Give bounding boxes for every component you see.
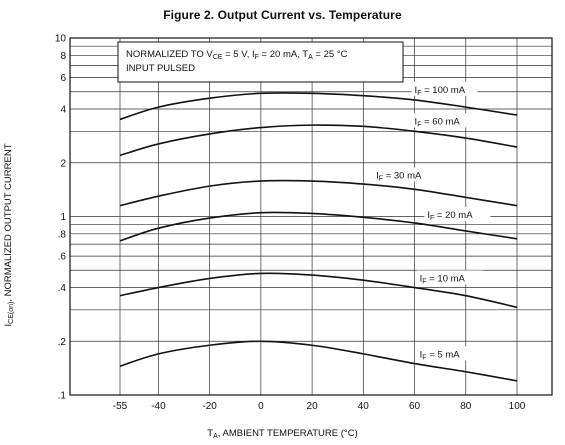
- x-axis-label-sub: A: [213, 433, 218, 440]
- series-line: [119, 211, 518, 242]
- x-tick-label: 60: [409, 401, 421, 412]
- y-axis-label: ICE(on), NORMALIZED OUTPUT CURRENT: [3, 144, 15, 327]
- annotation-line-1: NORMALIZED TO VCE = 5 V, IF = 20 mA, TA …: [126, 49, 348, 61]
- annotation-text: NORMALIZED TO V: [126, 49, 213, 60]
- x-axis-label-rest: , AMBIENT TEMPERATURE (°C): [217, 428, 358, 439]
- series-line: [119, 92, 518, 121]
- y-tick-label: 6: [60, 73, 66, 84]
- x-tick-label: -40: [151, 401, 166, 412]
- series-line: [119, 340, 518, 382]
- series-line: [119, 179, 518, 207]
- y-tick-label: 8: [60, 51, 66, 62]
- plot-frame: [69, 37, 553, 396]
- series-label-text: = 5 mA: [427, 349, 461, 360]
- series-label-text: I: [427, 210, 430, 221]
- series-label-sub: F: [417, 121, 421, 128]
- annotation-text: = 20 mA, T: [259, 49, 308, 60]
- series-label-sub: F: [422, 354, 426, 361]
- series-label-bg: [416, 270, 483, 285]
- y-axis-label-wrap: ICE(on), NORMALIZED OUTPUT CURRENT: [2, 90, 16, 380]
- series-line: [119, 124, 518, 157]
- series-label-text: I: [415, 85, 418, 96]
- series-label-text: = 10 mA: [427, 273, 466, 284]
- x-tick-label: 0: [258, 401, 264, 412]
- y-axis-label-sub: CE(on): [8, 301, 15, 324]
- series-label: IF = 10 mA: [420, 273, 466, 285]
- series-label-sub: F: [417, 90, 421, 97]
- x-tick-label: 100: [509, 401, 526, 412]
- annotation-text: = 5 V, I: [222, 49, 254, 60]
- series-label-bg: [424, 206, 491, 221]
- y-axis-label-main: I: [3, 323, 14, 327]
- series-label: IF = 30 mA: [376, 170, 422, 182]
- series-label-sub: F: [379, 175, 383, 182]
- x-axis-label-main: T: [207, 428, 214, 439]
- annotation-box: [117, 41, 404, 83]
- y-tick-label: 10: [55, 34, 67, 45]
- y-tick-label: 4: [60, 105, 66, 116]
- annotation-subscript: F: [255, 54, 259, 61]
- series-line: [119, 272, 518, 309]
- y-tick-label: .6: [58, 252, 67, 263]
- series-label-text: = 60 mA: [421, 116, 460, 127]
- x-tick-label: 80: [460, 401, 472, 412]
- series-label-text: = 30 mA: [383, 170, 422, 181]
- series-label-bg: [373, 167, 440, 182]
- annotation-subscript: CE: [213, 54, 223, 61]
- x-tick-label: 20: [307, 401, 319, 412]
- series-label-text: = 100 mA: [421, 85, 465, 96]
- series-label-text: I: [420, 273, 423, 284]
- y-tick-label: 1: [60, 212, 66, 223]
- x-tick-label: 40: [358, 401, 370, 412]
- y-axis-label-rest: , NORMALIZED OUTPUT CURRENT: [3, 143, 14, 302]
- series-label-bg: [411, 113, 478, 128]
- series-label-text: I: [420, 349, 423, 360]
- annotation-subscript: A: [308, 54, 313, 61]
- x-tick-label: -55: [113, 401, 128, 412]
- series-label-sub: F: [430, 215, 434, 222]
- x-tick-label: -20: [202, 401, 217, 412]
- y-tick-label: 2: [60, 158, 66, 169]
- series-label: IF = 5 mA: [420, 349, 461, 361]
- y-tick-label: .2: [58, 337, 67, 348]
- series-label-text: = 20 mA: [434, 210, 473, 221]
- series-label-text: I: [376, 170, 379, 181]
- series-label: IF = 60 mA: [415, 116, 461, 128]
- series-label-bg: [411, 81, 478, 96]
- series-label: IF = 20 mA: [427, 210, 473, 222]
- y-tick-label: .8: [58, 229, 67, 240]
- annotation-line-2: INPUT PULSED: [126, 63, 195, 74]
- series-label: IF = 100 mA: [415, 85, 466, 97]
- y-tick-label: .4: [58, 283, 67, 294]
- series-label-sub: F: [422, 278, 426, 285]
- series-label-bg: [416, 346, 483, 361]
- chart-title: Figure 2. Output Current vs. Temperature: [163, 8, 402, 22]
- annotation-text: = 25 °C: [313, 49, 348, 60]
- series-label-text: I: [415, 116, 418, 127]
- y-tick-label: .1: [58, 391, 67, 402]
- x-axis-label: TA, AMBIENT TEMPERATURE (°C): [0, 428, 565, 440]
